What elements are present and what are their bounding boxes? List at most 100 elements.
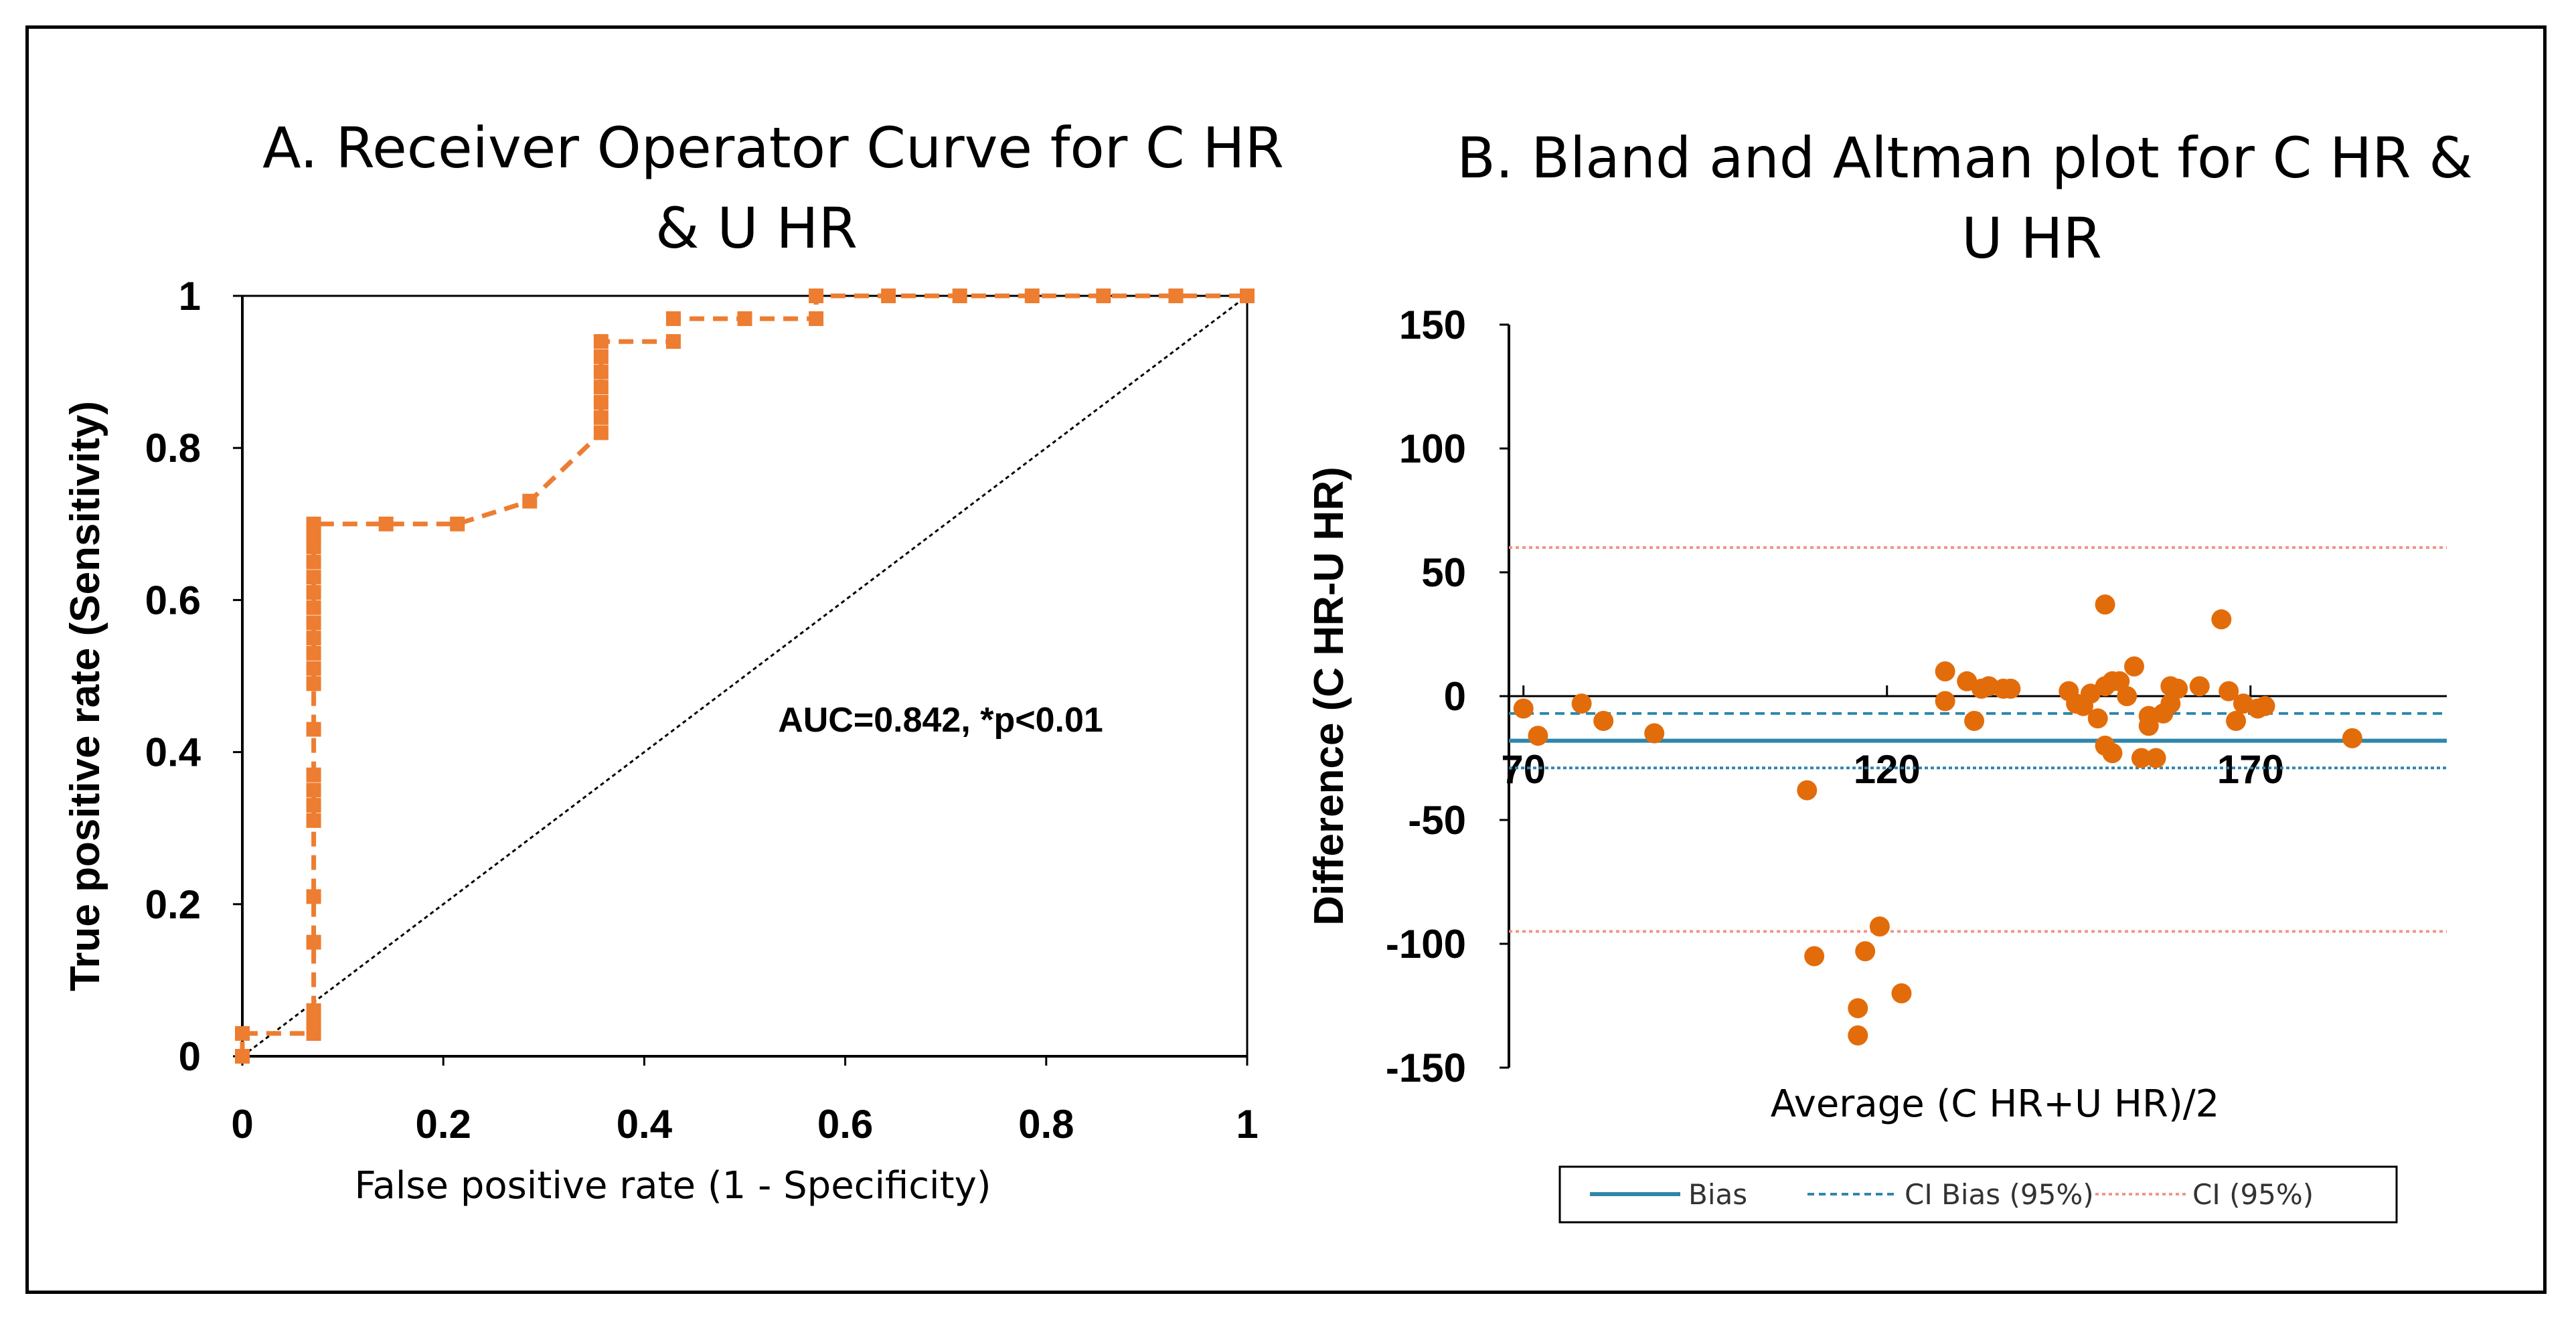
chart-a-roc-point: [306, 813, 321, 828]
chart-b-scatter-point: [2226, 711, 2247, 731]
chart-a-roc-point: [952, 288, 967, 303]
chart-b-scatter-point: [2219, 681, 2239, 701]
chart-a-title-line2: & U HR: [655, 195, 858, 261]
chart-b-title-line2: U HR: [1961, 205, 2102, 271]
chart-a-roc-point: [593, 380, 609, 395]
chart-b-scatter-point: [2342, 728, 2362, 748]
chart-a-roc-point: [665, 311, 681, 327]
chart-a-roc-point: [306, 676, 321, 691]
chart-b-x-tick-label: 170: [2217, 747, 2284, 792]
chart-b-scatter-point: [2095, 594, 2115, 615]
chart-b-scatter-point: [1869, 916, 1890, 937]
chart-a-y-tick-label: 0.4: [145, 730, 202, 775]
chart-b-x-tick-label: 70: [1501, 747, 1546, 792]
chart-a-roc-point: [306, 570, 321, 585]
chart-b-scatter-point: [1513, 698, 1534, 719]
chart-b-scatter-point: [2211, 609, 2232, 630]
chart-a-y-tick-label: 0.2: [145, 882, 201, 927]
chart-a-y-tick-label: 0.8: [145, 426, 201, 471]
chart-b-scatter-point: [1644, 723, 1665, 744]
chart-b-scatter-point: [1848, 1025, 1868, 1046]
chart-b-y-tick-label: -150: [1386, 1046, 1466, 1090]
chart-b-y-tick-label: 100: [1399, 426, 1466, 471]
chart-a-roc-point: [306, 554, 321, 570]
chart-b-scatter-point: [2168, 678, 2188, 699]
chart-a-y-tick-label: 1: [179, 274, 201, 319]
chart-b-scatter-point: [1855, 941, 1876, 962]
chart-a-x-tick-label: 0.8: [1018, 1102, 1074, 1147]
chart-b-scatter-point: [2102, 743, 2123, 764]
chart-a-roc-point: [235, 1025, 250, 1041]
chart-b-scatter-point: [2146, 748, 2166, 768]
chart-a-x-tick-label: 0: [231, 1102, 253, 1147]
chart-a-title-line1: A. Receiver Operator Curve for C HR: [262, 115, 1284, 181]
chart-a-roc-point: [522, 493, 538, 509]
chart-b-y-tick-label: -50: [1408, 798, 1466, 843]
chart-a-roc-point: [593, 334, 609, 349]
chart-b-scatter-point: [1804, 946, 1825, 967]
chart-a-roc-point: [737, 311, 752, 327]
chart-b-title-line1: B. Bland and Altman plot for C HR &: [1457, 125, 2472, 191]
chart-b-scatter-point: [2117, 686, 2138, 706]
chart-a-roc-point: [809, 311, 824, 327]
chart-a-xlabel: False positive rate (1 - Specificity): [354, 1164, 991, 1208]
chart-b-scatter-point: [2189, 676, 2210, 697]
chart-a-roc-point: [665, 334, 681, 349]
chart-a-y-tick-label: 0.6: [145, 578, 201, 623]
chart-a-roc-point: [306, 516, 321, 531]
chart-a-roc-point: [881, 288, 896, 303]
chart-a-x-tick-label: 1: [1236, 1102, 1258, 1147]
chart-b-x-tick-label: 120: [1854, 747, 1921, 792]
chart-b-scatter-point: [2160, 693, 2181, 714]
chart-b-ylabel: Difference (C HR-U HR): [1306, 467, 1352, 925]
chart-a-plot: 0 0.2 0.4 0.6 0.8 1 0 0.2 0.4 0.6 0.8 1: [145, 274, 1259, 1147]
chart-a-roc-point: [593, 395, 609, 410]
chart-a-roc-point: [593, 364, 609, 380]
figure-border: [25, 25, 2547, 1294]
chart-a-roc-point: [450, 516, 465, 531]
chart-b-scatter-point: [2087, 708, 2108, 729]
chart-a-y-tick-label: 0: [179, 1034, 201, 1079]
chart-a-roc-point: [306, 1025, 321, 1041]
chart-a-roc-point: [306, 1014, 321, 1029]
chart-b-scatter-point: [1935, 691, 1955, 712]
chart-a-roc-point: [809, 288, 824, 303]
chart-a-roc-point: [593, 410, 609, 425]
chart-b-y-tick-label: 0: [1444, 674, 1466, 719]
chart-b-y-tick-label: 50: [1421, 550, 1466, 595]
chart-b-y-tick-label: -100: [1386, 922, 1466, 967]
legend-box: [1558, 1165, 2398, 1224]
chart-a-roc-point: [235, 1049, 250, 1064]
chart-b-scatter-point: [2255, 695, 2275, 716]
chart-b-scatter-point: [1797, 780, 1818, 801]
chart-b-scatter-point: [2124, 656, 2144, 677]
chart-a-x-tick-label: 0.6: [817, 1102, 873, 1147]
chart-a-auc-annotation: AUC=0.842, *p<0.01: [778, 701, 1103, 740]
chart-a-roc-point: [306, 798, 321, 813]
chart-a-roc-point: [1024, 288, 1040, 303]
chart-b-scatter-point: [1593, 711, 1614, 731]
chart-b-scatter-point: [1935, 661, 1955, 681]
chart-b-y-tick-label: 150: [1399, 303, 1466, 347]
chart-a-roc-point: [1240, 288, 1255, 303]
chart-a-roc-point: [1168, 288, 1184, 303]
chart-a-roc-point: [306, 722, 321, 737]
chart-a-ylabel: True positive rate (Sensitivity): [62, 401, 108, 991]
chart-b-scatter-point: [1891, 983, 1912, 1003]
chart-a-roc-point: [306, 615, 321, 631]
chart-a-roc-point: [306, 661, 321, 676]
chart-b-plot: 150 100 50 0 -50 -100 -150 70 120 170: [1386, 303, 2447, 1090]
chart-b-scatter-point: [2109, 671, 2130, 691]
legend-label-bias: Bias: [1688, 1178, 1747, 1211]
chart-b-scatter-point: [2000, 678, 2021, 699]
legend-label-ci: CI (95%): [2192, 1178, 2314, 1211]
chart-a-roc-point: [306, 767, 321, 782]
chart-a-roc-point: [1096, 288, 1111, 303]
chart-b-xlabel: Average (C HR+U HR)/2: [1771, 1082, 2220, 1126]
chart-a-roc-point: [593, 425, 609, 440]
chart-a-roc-point: [306, 934, 321, 950]
chart-a-roc-point: [306, 600, 321, 615]
chart-b-scatter-point: [1848, 998, 1868, 1019]
